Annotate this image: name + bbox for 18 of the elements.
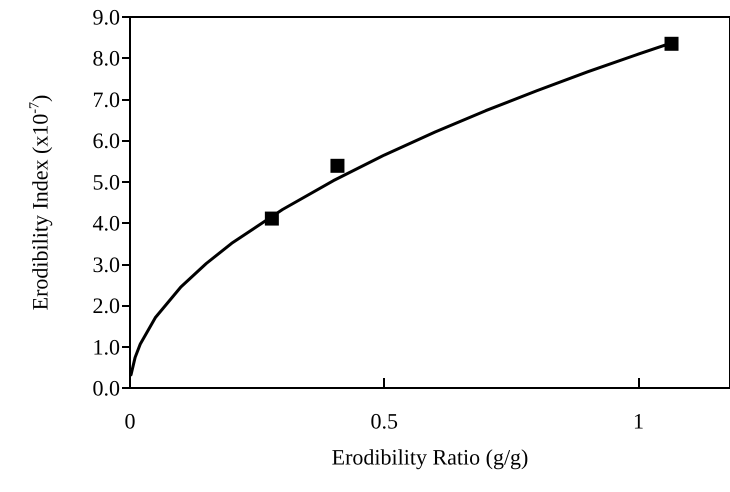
y-tick-label: 2.0 [92, 293, 120, 318]
y-tick-label: 8.0 [92, 46, 120, 71]
y-tick-label: 0.0 [92, 376, 120, 400]
y-tick-label: 9.0 [92, 4, 120, 30]
y-axis-title: Erodibility Index (x10-7) [28, 94, 52, 310]
y-tick-label: 5.0 [92, 169, 120, 194]
y-tick-label: 7.0 [92, 86, 120, 112]
y-tick-label: 4.0 [92, 210, 120, 236]
x-tick-label: 1 [632, 408, 644, 434]
y-tick-label: 1.0 [92, 334, 120, 360]
point [264, 212, 279, 226]
point [330, 158, 344, 173]
x-axis-title: Erodibility Ratio (g/g) [332, 444, 528, 470]
x-tick-label: 0 [124, 408, 136, 434]
y-tick-label: 6.0 [92, 128, 120, 154]
y-tick-label: 3.0 [92, 252, 120, 277]
x-tick-label: 0.5 [370, 408, 398, 434]
point [664, 36, 679, 51]
